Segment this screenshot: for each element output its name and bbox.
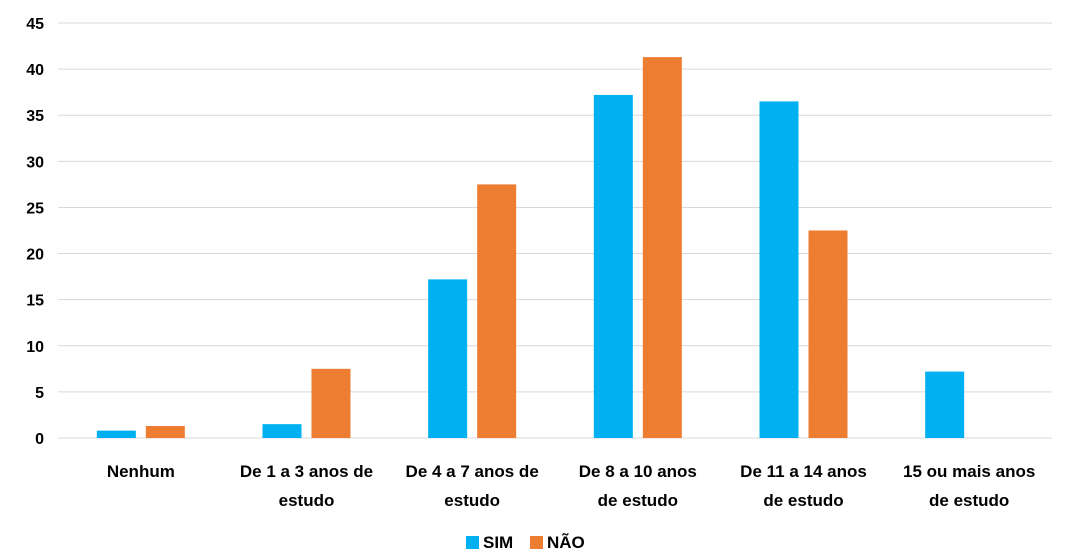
y-axis-ticks: 0 5 10 15 20 25 30 35 40 45 bbox=[26, 16, 44, 448]
x-category-label-line: estudo bbox=[279, 491, 335, 510]
bar-no-3 bbox=[642, 57, 682, 438]
bar-no-2 bbox=[477, 184, 517, 438]
y-tick-label: 15 bbox=[26, 293, 44, 310]
x-category-label-line: De 11 a 14 anos bbox=[740, 462, 867, 481]
y-tick-label: 35 bbox=[26, 108, 44, 125]
x-category-label: De 11 a 14 anos de estudo bbox=[740, 462, 867, 510]
x-category-label-line: De 8 a 10 anos bbox=[579, 462, 697, 481]
x-category-label: De 4 a 7 anos de estudo bbox=[406, 462, 539, 510]
bar-sim-4 bbox=[759, 101, 799, 438]
bar-sim-2 bbox=[428, 279, 468, 438]
x-category-label-line: de estudo bbox=[929, 491, 1009, 510]
x-category-label-line: 15 ou mais anos bbox=[903, 462, 1035, 481]
x-category-label-line: de estudo bbox=[598, 491, 678, 510]
x-category-label-line: estudo bbox=[444, 491, 500, 510]
gridlines bbox=[58, 22, 1052, 439]
y-tick-label: 45 bbox=[26, 16, 44, 33]
y-tick-label: 0 bbox=[35, 431, 44, 448]
x-category-label-line: De 4 a 7 anos de bbox=[406, 462, 539, 481]
bar-sim-3 bbox=[593, 94, 633, 438]
y-tick-label: 5 bbox=[35, 385, 44, 402]
bar-sim-0 bbox=[96, 430, 136, 438]
x-category-label: De 8 a 10 anos de estudo bbox=[579, 462, 697, 510]
x-category-label-line: de estudo bbox=[763, 491, 843, 510]
x-category-label: Nenhum bbox=[107, 462, 175, 481]
legend-label: NÃO bbox=[547, 532, 585, 552]
y-tick-label: 25 bbox=[26, 200, 44, 217]
bar-no-1 bbox=[311, 368, 351, 438]
x-category-label-line: De 1 a 3 anos de bbox=[240, 462, 373, 481]
legend-label: SIM bbox=[483, 533, 513, 552]
bar-no-4 bbox=[808, 230, 848, 438]
bar-sim-1 bbox=[262, 424, 302, 438]
x-category-label: 15 ou mais anos de estudo bbox=[903, 462, 1035, 510]
x-category-label-line: Nenhum bbox=[107, 462, 175, 481]
y-tick-label: 20 bbox=[26, 247, 44, 264]
legend: SIM NÃO bbox=[466, 532, 585, 552]
bar-sim-5 bbox=[925, 371, 965, 438]
legend-swatch-no bbox=[530, 536, 543, 549]
y-tick-label: 10 bbox=[26, 339, 44, 356]
y-tick-label: 30 bbox=[26, 154, 44, 171]
x-category-label: De 1 a 3 anos de estudo bbox=[240, 462, 373, 510]
bar-no-0 bbox=[145, 426, 185, 438]
legend-swatch-sim bbox=[466, 536, 479, 549]
bars bbox=[96, 57, 965, 438]
y-tick-label: 40 bbox=[26, 62, 44, 79]
